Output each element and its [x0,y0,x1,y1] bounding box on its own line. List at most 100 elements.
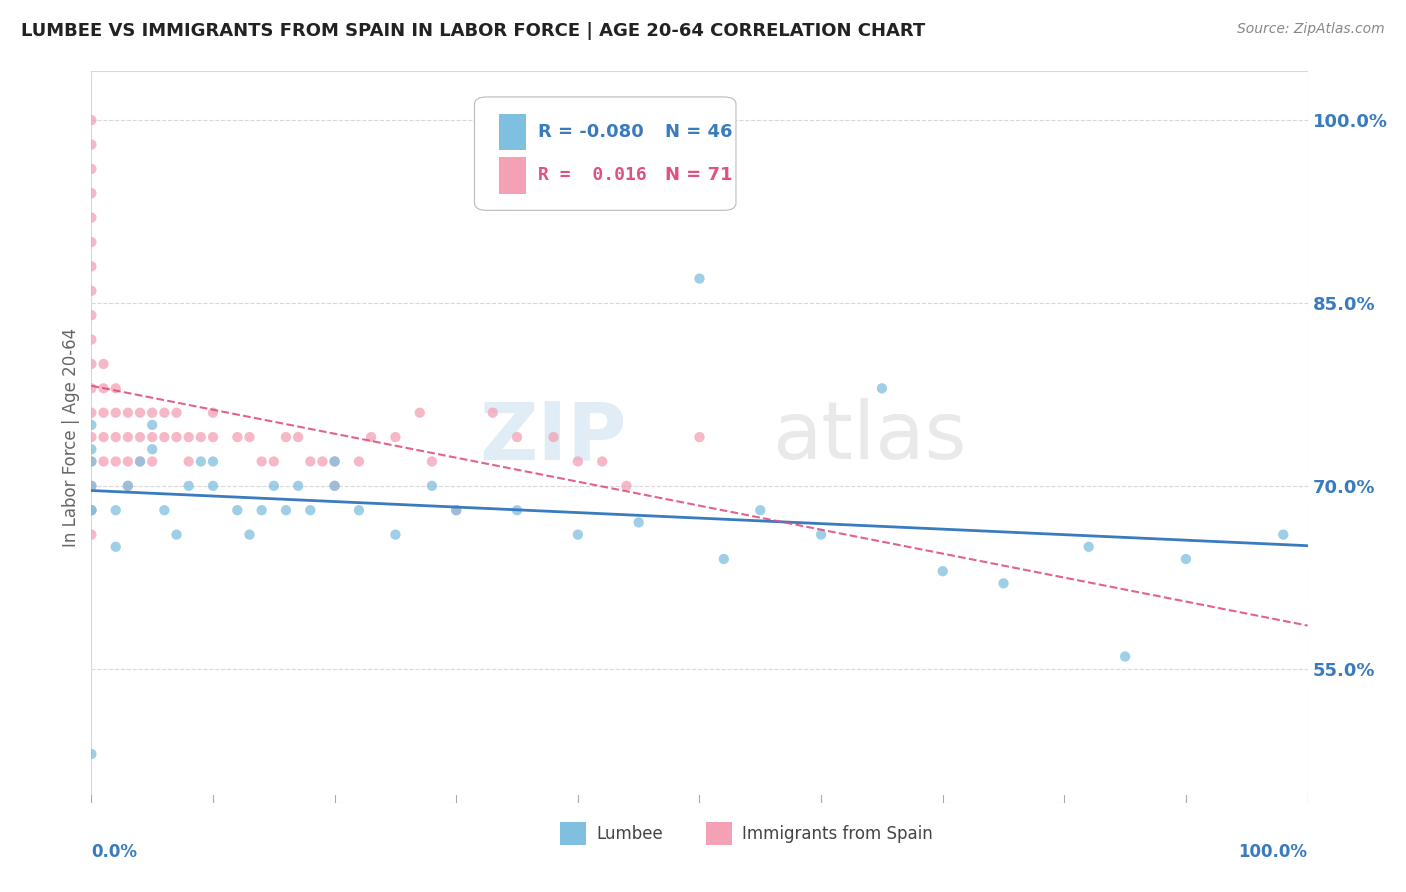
Point [166,527,188,541]
Point [104,406,127,420]
Point [80,406,103,420]
Text: Lumbee: Lumbee [596,824,662,843]
Point [226,503,249,517]
Point [141,442,163,457]
Text: 0.0%: 0.0% [91,843,138,861]
Point [80,137,103,152]
Point [80,430,103,444]
Point [177,430,200,444]
Point [80,260,103,274]
Point [384,430,406,444]
Point [129,406,152,420]
Point [166,430,188,444]
Point [323,479,346,493]
Point [616,479,638,493]
Point [202,479,225,493]
Point [810,527,832,541]
Text: N = 46: N = 46 [665,123,733,141]
Point [117,479,139,493]
Point [481,406,503,420]
Point [80,454,103,468]
Point [311,454,333,468]
Bar [499,113,526,150]
Point [104,454,127,468]
Point [80,381,103,395]
Point [360,430,382,444]
Point [129,430,152,444]
Point [591,454,613,468]
Point [104,503,127,517]
Point [567,527,589,541]
Point [506,430,529,444]
Point [993,576,1015,591]
Point [347,503,370,517]
Point [347,454,370,468]
Point [1272,527,1295,541]
Text: 100.0%: 100.0% [1239,843,1308,861]
Point [153,503,176,517]
Point [80,417,103,432]
Point [323,479,346,493]
Point [93,430,115,444]
Point [250,454,273,468]
Point [80,284,103,298]
Point [129,454,152,468]
Point [238,430,260,444]
Point [226,430,249,444]
Point [93,406,115,420]
Point [80,503,103,517]
Point [80,333,103,347]
Point [250,503,273,517]
Point [202,454,225,468]
Bar [706,822,733,846]
Point [567,454,589,468]
Point [1114,649,1136,664]
Point [153,406,176,420]
Point [117,406,139,420]
Point [117,430,139,444]
Point [80,357,103,371]
Point [384,527,406,541]
Point [688,430,710,444]
Point [688,271,710,285]
Point [323,454,346,468]
Bar [560,822,586,846]
Bar [499,157,526,194]
Point [177,479,200,493]
Text: LUMBEE VS IMMIGRANTS FROM SPAIN IN LABOR FORCE | AGE 20-64 CORRELATION CHART: LUMBEE VS IMMIGRANTS FROM SPAIN IN LABOR… [21,22,925,40]
Point [80,113,103,128]
Point [141,417,163,432]
Point [80,479,103,493]
Point [153,430,176,444]
Point [202,406,225,420]
Y-axis label: In Labor Force | Age 20-64: In Labor Force | Age 20-64 [62,327,80,547]
Point [80,503,103,517]
Point [274,430,297,444]
Point [870,381,893,395]
Point [141,406,163,420]
Point [80,186,103,201]
Point [202,430,225,444]
Text: ZIP: ZIP [479,398,627,476]
Point [190,430,212,444]
Point [263,479,285,493]
Point [323,454,346,468]
Text: R =  0.016: R = 0.016 [537,167,647,185]
FancyBboxPatch shape [474,97,735,211]
Point [444,503,467,517]
Point [93,381,115,395]
Point [420,479,443,493]
Point [543,430,565,444]
Point [420,454,443,468]
Point [190,454,212,468]
Text: atlas: atlas [772,398,967,476]
Point [80,454,103,468]
Point [931,564,953,578]
Point [129,454,152,468]
Point [80,747,103,761]
Point [104,381,127,395]
Point [177,454,200,468]
Point [141,454,163,468]
Point [117,454,139,468]
Point [80,308,103,322]
